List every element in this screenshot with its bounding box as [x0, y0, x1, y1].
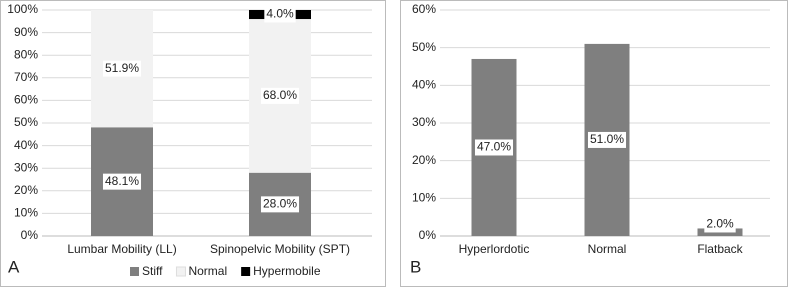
y-tick-label: 0% — [21, 228, 39, 242]
y-tick-label: 80% — [14, 47, 38, 61]
y-tick-label: 60% — [412, 2, 436, 16]
y-tick-label: 100% — [7, 2, 38, 16]
y-tick-label: 50% — [14, 115, 38, 129]
value-label: 51.0% — [590, 132, 624, 146]
y-tick-label: 40% — [14, 138, 38, 152]
value-label: 4.0% — [266, 7, 294, 21]
y-tick-label: 50% — [412, 40, 436, 54]
y-tick-label: 30% — [412, 115, 436, 129]
legend-swatch — [241, 267, 251, 276]
value-label-bg — [102, 60, 142, 77]
legend-label: Hypermobile — [253, 264, 321, 278]
value-label: 2.0% — [706, 217, 734, 231]
y-tick-label: 90% — [14, 25, 38, 39]
value-label: 51.9% — [105, 61, 139, 75]
value-label: 48.1% — [105, 174, 139, 188]
y-tick-label: 20% — [412, 153, 436, 167]
y-tick-label: 30% — [14, 160, 38, 174]
value-label-bg — [102, 173, 142, 190]
value-label: 68.0% — [263, 88, 297, 102]
value-label: 47.0% — [477, 140, 511, 154]
y-tick-label: 70% — [14, 70, 38, 84]
legend-swatch — [175, 266, 186, 277]
y-tick-label: 60% — [14, 93, 38, 107]
value-label-bg — [264, 6, 296, 23]
x-tick-label: Hyperlordotic — [459, 242, 530, 256]
y-tick-label: 10% — [14, 206, 38, 220]
panel-label: B — [410, 257, 421, 276]
value-label-bg — [474, 139, 514, 156]
x-tick-label: Spinopelvic Mobility (SPT) — [210, 242, 350, 256]
legend-label: Stiff — [142, 264, 163, 278]
y-tick-label: 20% — [14, 183, 38, 197]
value-label-bg — [260, 87, 300, 104]
y-tick-label: 10% — [412, 191, 436, 205]
value-label-bg — [587, 131, 627, 148]
x-tick-label: Lumbar Mobility (LL) — [67, 242, 176, 256]
x-tick-label: Normal — [588, 242, 627, 256]
y-tick-label: 40% — [412, 78, 436, 92]
legend-label: Normal — [188, 264, 227, 278]
x-tick-label: Flatback — [697, 242, 743, 256]
legend-swatch — [130, 267, 139, 276]
y-tick-label: 0% — [419, 228, 437, 242]
value-label-bg — [260, 196, 300, 213]
value-label-bg — [704, 216, 736, 233]
panel-label: A — [8, 257, 20, 276]
value-label: 28.0% — [263, 197, 297, 211]
